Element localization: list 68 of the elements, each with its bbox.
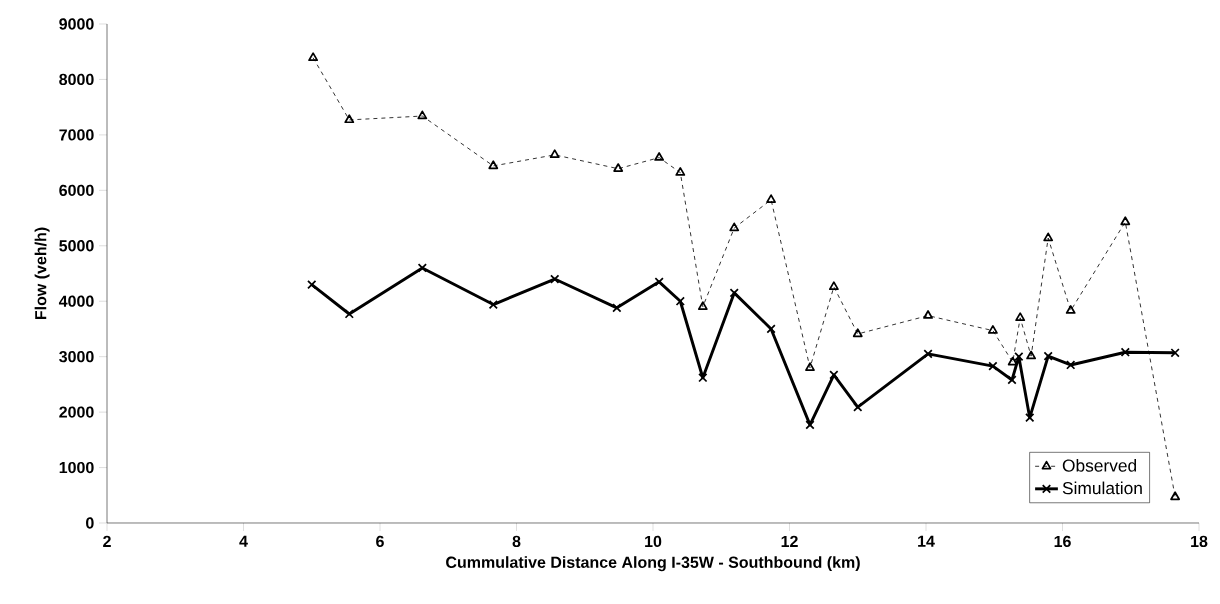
x-tick-label: 4 bbox=[239, 535, 248, 547]
legend-label: Simulation bbox=[1062, 481, 1142, 495]
point bbox=[697, 301, 708, 310]
point bbox=[805, 420, 815, 430]
point bbox=[698, 373, 708, 383]
point bbox=[488, 160, 499, 170]
point bbox=[1026, 350, 1037, 360]
point bbox=[675, 167, 686, 176]
point bbox=[344, 309, 354, 319]
x-tick-label: 12 bbox=[781, 535, 798, 547]
y-tick-label: 6000 bbox=[59, 184, 94, 196]
point bbox=[766, 194, 776, 203]
point bbox=[308, 52, 319, 62]
point bbox=[549, 149, 560, 159]
y-tick-label: 7000 bbox=[59, 129, 94, 141]
point bbox=[1170, 348, 1180, 358]
point bbox=[1015, 312, 1026, 322]
point bbox=[613, 163, 624, 172]
point bbox=[1170, 491, 1181, 501]
point bbox=[417, 263, 427, 273]
point bbox=[675, 296, 685, 306]
point bbox=[550, 274, 560, 284]
point bbox=[488, 299, 498, 310]
x-axis-title: Cummulative Distance Along I-35W - Southbound (km) bbox=[446, 556, 860, 572]
point bbox=[417, 110, 428, 120]
point bbox=[828, 281, 839, 291]
point bbox=[729, 288, 739, 298]
point bbox=[1043, 232, 1054, 242]
point bbox=[307, 279, 317, 290]
point bbox=[1066, 360, 1076, 370]
x-tick-label: 18 bbox=[1191, 535, 1208, 548]
y-tick-label: 3000 bbox=[59, 350, 94, 363]
point bbox=[805, 362, 815, 371]
y-tick-label: 9000 bbox=[59, 18, 94, 30]
point bbox=[612, 303, 622, 313]
point bbox=[1120, 347, 1130, 357]
point bbox=[654, 277, 664, 287]
point bbox=[1120, 216, 1131, 226]
point bbox=[852, 328, 863, 338]
point bbox=[1007, 375, 1017, 385]
x-tick-label: 16 bbox=[1054, 535, 1071, 548]
x-tick-label: 8 bbox=[512, 535, 521, 548]
point bbox=[766, 324, 776, 334]
point bbox=[988, 361, 998, 371]
x-tick-label: 10 bbox=[645, 535, 662, 548]
point bbox=[729, 222, 740, 232]
point bbox=[344, 114, 355, 124]
point bbox=[987, 325, 998, 334]
point bbox=[1043, 351, 1053, 361]
point bbox=[654, 152, 665, 161]
point bbox=[829, 370, 839, 380]
y-tick-label: 2000 bbox=[59, 406, 94, 418]
y-tick-label: 4000 bbox=[58, 295, 94, 307]
point bbox=[1025, 413, 1035, 423]
y-tick-label: 8000 bbox=[59, 73, 94, 86]
x-tick-label: 6 bbox=[376, 535, 384, 548]
point bbox=[1014, 352, 1024, 362]
point bbox=[1065, 305, 1076, 314]
x-tick-label: 2 bbox=[103, 535, 111, 547]
point bbox=[923, 349, 933, 359]
point bbox=[923, 310, 933, 319]
y-axis-title: Flow (veh/h) bbox=[34, 227, 50, 320]
y-tick-label: 5000 bbox=[59, 240, 94, 252]
y-tick-label: 1000 bbox=[59, 461, 94, 474]
legend-label: Observed bbox=[1062, 458, 1137, 472]
point bbox=[853, 402, 863, 412]
y-tick-label: 0 bbox=[86, 517, 94, 529]
x-tick-label: 14 bbox=[918, 535, 935, 547]
